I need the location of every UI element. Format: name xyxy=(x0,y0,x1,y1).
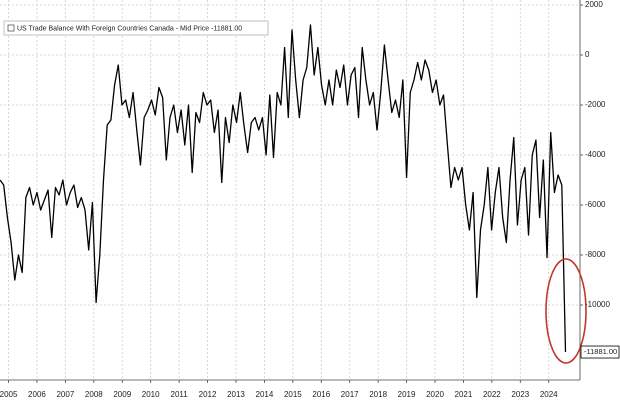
y-tick-label: -10000 xyxy=(585,300,610,309)
x-tick-label: 2009 xyxy=(113,390,131,399)
x-tick-label: 2013 xyxy=(227,390,245,399)
x-tick-label: 2017 xyxy=(341,390,359,399)
x-tick-label: 2024 xyxy=(540,390,558,399)
x-tick-label: 2008 xyxy=(85,390,103,399)
x-tick-label: 2010 xyxy=(142,390,160,399)
x-tick-label: 2007 xyxy=(56,390,74,399)
y-tick-label: 2000 xyxy=(585,0,603,9)
x-tick-label: 2012 xyxy=(199,390,217,399)
y-tick-label: -6000 xyxy=(585,200,606,209)
x-tick-label: 2022 xyxy=(483,390,501,399)
grid xyxy=(0,0,580,380)
x-tick-label: 2011 xyxy=(171,390,189,399)
x-tick-label: 2020 xyxy=(426,390,444,399)
y-tick-label: -8000 xyxy=(585,250,606,259)
line-series xyxy=(0,24,567,353)
legend-swatch xyxy=(7,24,15,32)
last-price-label: -11881.00 xyxy=(584,347,617,356)
x-tick-label: 2018 xyxy=(369,390,387,399)
legend-box xyxy=(3,20,269,36)
x-tick-label: 2023 xyxy=(511,390,529,399)
plot xyxy=(0,24,567,353)
x-tick-label: 2014 xyxy=(256,390,274,399)
highlight-ellipse xyxy=(545,258,587,364)
legend-label: US Trade Balance With Foreign Countries … xyxy=(17,25,242,32)
x-tick-label: 2005 xyxy=(0,390,18,399)
x-tick-label: 2019 xyxy=(398,390,416,399)
y-tick-label: -4000 xyxy=(585,150,606,159)
y-tick-label: 0 xyxy=(585,50,590,59)
last-price-tag xyxy=(580,345,620,359)
x-tick-label: 2021 xyxy=(455,390,473,399)
legend: US Trade Balance With Foreign Countries … xyxy=(3,20,269,36)
y-tick-label: -2000 xyxy=(585,100,606,109)
x-tick-label: 2006 xyxy=(28,390,46,399)
x-tick-label: 2015 xyxy=(284,390,302,399)
x-tick-label: 2016 xyxy=(312,390,330,399)
